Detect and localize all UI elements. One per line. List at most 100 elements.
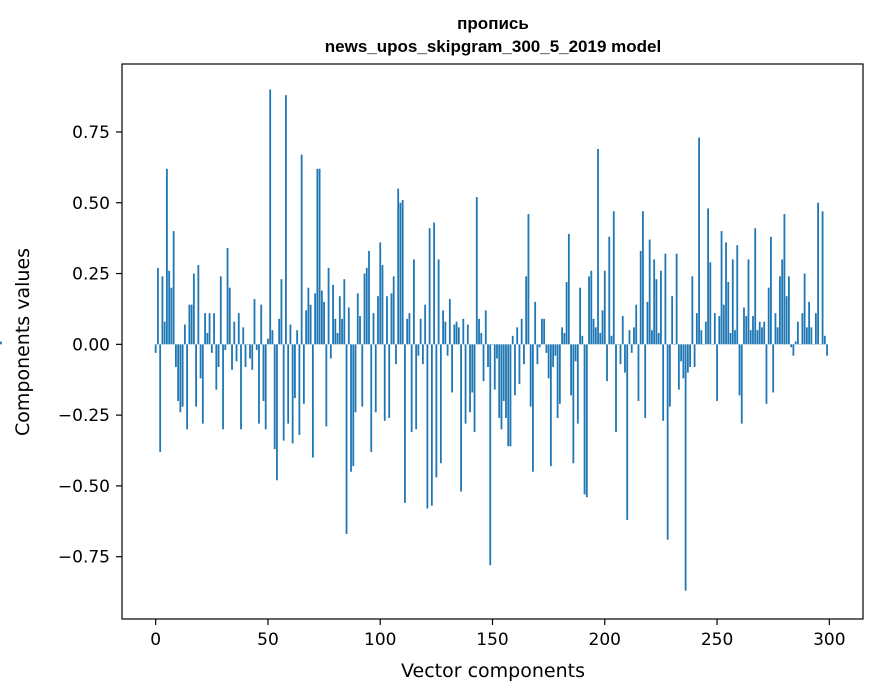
bar <box>267 338 269 345</box>
bar <box>736 245 739 345</box>
bar <box>734 330 736 345</box>
bar <box>222 344 224 430</box>
bar <box>534 301 537 345</box>
bar <box>761 327 763 345</box>
bar <box>298 344 301 435</box>
bar <box>570 344 572 396</box>
bar <box>154 344 157 353</box>
bar <box>174 344 177 367</box>
bar <box>316 168 319 345</box>
bar <box>810 327 813 345</box>
bar <box>779 276 781 345</box>
bar <box>511 335 514 345</box>
y-tick-label: 0.50 <box>72 194 110 214</box>
bar <box>181 344 184 407</box>
bar <box>399 202 402 345</box>
bar <box>567 233 570 345</box>
bar <box>480 333 483 345</box>
bar <box>318 168 321 345</box>
bar <box>356 293 359 345</box>
y-tick-label: 0.25 <box>72 265 110 285</box>
bar <box>788 276 790 345</box>
bar <box>291 344 294 444</box>
bar <box>168 270 171 345</box>
x-tick-label: 0 <box>150 630 161 650</box>
y-tick-label: −0.25 <box>58 406 110 426</box>
bar <box>817 202 819 345</box>
bar <box>677 344 680 390</box>
y-axis-label: Components values <box>12 248 34 436</box>
bar <box>197 265 200 345</box>
bar <box>179 344 182 413</box>
bar <box>765 344 768 404</box>
bar <box>224 344 227 350</box>
bar <box>455 321 458 345</box>
bar <box>668 344 671 407</box>
bar <box>489 344 492 566</box>
bar <box>597 148 599 345</box>
bar <box>305 310 308 345</box>
bar <box>727 282 730 345</box>
bar <box>377 296 379 345</box>
bar <box>287 344 290 424</box>
bar <box>541 318 543 345</box>
bar <box>424 304 427 345</box>
bar <box>188 304 191 345</box>
bar <box>190 304 193 345</box>
x-tick-label: 50 <box>257 630 279 650</box>
bar <box>579 287 581 345</box>
bar <box>626 344 629 520</box>
bar <box>509 344 512 447</box>
bar <box>698 137 700 345</box>
bar <box>338 296 341 345</box>
bar <box>576 344 579 424</box>
bar <box>662 344 665 421</box>
bar <box>439 344 442 464</box>
bar <box>370 344 373 452</box>
bar <box>814 313 817 345</box>
bar <box>585 344 588 498</box>
bar <box>581 335 584 345</box>
bar <box>478 318 480 345</box>
bar <box>392 276 395 345</box>
bar <box>684 344 687 591</box>
x-axis-ticks: 0 50 100 150 200 250 300 <box>150 619 846 650</box>
bar <box>163 321 166 345</box>
bar <box>311 344 314 458</box>
bar <box>731 259 734 345</box>
bar <box>157 267 159 345</box>
bar <box>606 344 608 382</box>
bar <box>307 287 310 345</box>
bar <box>199 344 202 379</box>
bar <box>302 344 305 404</box>
bar <box>747 259 750 345</box>
bar <box>249 344 251 359</box>
bar <box>170 287 173 345</box>
bar <box>314 293 317 345</box>
bar <box>341 318 343 345</box>
bar <box>646 301 649 345</box>
bar <box>401 199 404 345</box>
bar <box>365 267 368 345</box>
bar <box>588 276 590 345</box>
bar <box>451 344 453 393</box>
bar <box>525 276 528 345</box>
bar <box>675 253 678 345</box>
bar <box>300 154 303 345</box>
bar <box>269 89 272 345</box>
bar <box>226 248 229 345</box>
bar <box>343 279 346 345</box>
bar <box>628 330 631 345</box>
bar <box>233 321 236 345</box>
bar <box>695 313 698 345</box>
bar <box>264 344 267 430</box>
bar <box>826 344 828 356</box>
bar <box>460 344 462 492</box>
bar <box>709 262 712 345</box>
bar <box>774 313 777 345</box>
bar <box>720 231 723 345</box>
bar <box>285 95 287 345</box>
bar <box>610 335 613 345</box>
bar <box>242 327 245 345</box>
bar <box>740 344 743 424</box>
